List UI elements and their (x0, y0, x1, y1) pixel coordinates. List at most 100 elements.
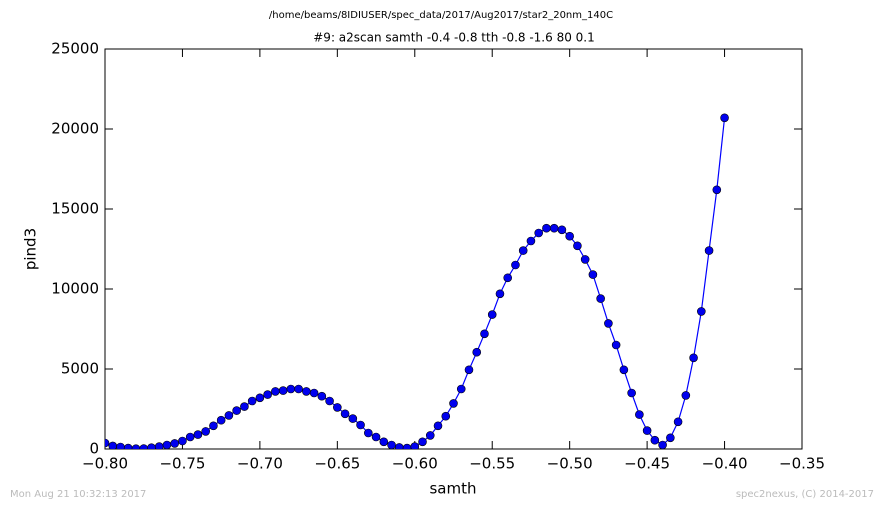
footer-right: spec2nexus, (C) 2014-2017 (736, 489, 874, 500)
data-point (518, 246, 528, 255)
data-point (565, 231, 574, 241)
data-point (604, 319, 613, 328)
data-point (147, 443, 156, 449)
data-point (379, 437, 389, 447)
data-point (511, 260, 520, 270)
data-point (348, 414, 358, 423)
data-point (364, 428, 373, 438)
data-point (178, 436, 187, 446)
data-point (464, 365, 474, 375)
data-point (557, 225, 567, 235)
data-point (425, 431, 435, 440)
data-point (278, 386, 288, 395)
data-point (294, 384, 303, 394)
data-point (418, 437, 427, 447)
data-point (271, 387, 280, 396)
data-point (247, 396, 257, 406)
data-point (472, 347, 482, 357)
data-point (123, 443, 133, 449)
data-point (642, 426, 652, 435)
footer-left: Mon Aug 21 10:32:13 2017 (10, 489, 146, 500)
data-point (232, 406, 241, 415)
y-tick-label: 20000 (51, 120, 99, 138)
y-tick-label: 0 (89, 440, 99, 458)
data-point (588, 270, 598, 279)
data-point (131, 444, 141, 449)
data-point (317, 391, 327, 401)
data-point (193, 430, 203, 439)
data-point (116, 442, 125, 449)
data-point (549, 223, 559, 233)
chart-subtitle: #9: a2scan samth -0.4 -0.8 tth -0.8 -1.6… (313, 31, 595, 45)
data-point (619, 365, 629, 375)
y-tick-label: 15000 (51, 200, 99, 218)
plot-frame (104, 48, 803, 450)
chart-title: /home/beams/8IDIUSER/spec_data/2017/Aug2… (269, 10, 613, 21)
data-point (449, 399, 458, 408)
x-axis-label: samth (429, 480, 476, 498)
data-point (185, 432, 195, 442)
data-point (340, 409, 350, 419)
data-point (286, 384, 296, 394)
x-tick-label: −0.70 (237, 455, 283, 473)
data-point (542, 223, 551, 233)
data-point (720, 113, 729, 123)
data-point (704, 246, 714, 255)
data-point (627, 388, 636, 398)
data-point (302, 387, 311, 396)
data-point (635, 410, 644, 419)
data-point (650, 435, 660, 445)
x-tick-label: −0.50 (547, 455, 593, 473)
data-point (573, 241, 582, 251)
data-point (209, 421, 218, 431)
data-point (480, 329, 489, 339)
data-point (387, 440, 396, 449)
y-tick-label: 10000 (51, 280, 99, 298)
data-point (580, 255, 590, 264)
data-point (201, 427, 210, 436)
x-tick-label: −0.45 (624, 455, 670, 473)
data-point (309, 388, 319, 398)
data-point (108, 441, 118, 449)
data-point (402, 443, 412, 449)
y-axis-label: pind3 (22, 228, 40, 270)
data-point (410, 442, 420, 449)
data-point (216, 415, 226, 425)
data-point (503, 273, 513, 283)
x-tick-label: −0.60 (392, 455, 438, 473)
data-point (333, 403, 342, 412)
data-point (681, 391, 691, 400)
data-point (325, 396, 334, 406)
data-point (495, 289, 505, 299)
data-point (371, 432, 381, 442)
data-point (240, 402, 249, 411)
data-point (105, 438, 110, 448)
x-tick-label: −0.40 (702, 455, 748, 473)
data-point (611, 340, 621, 350)
x-tick-label: −0.35 (779, 455, 825, 473)
data-point (487, 310, 497, 319)
data-point (394, 443, 404, 449)
y-tick-label: 5000 (61, 360, 99, 378)
data-point (534, 228, 543, 238)
data-point (712, 185, 722, 195)
data-point (456, 384, 466, 394)
data-point (697, 307, 706, 316)
data-point (224, 411, 234, 420)
data-point (162, 440, 172, 449)
data-line (105, 117, 726, 449)
data-point (441, 411, 451, 421)
data-point (526, 236, 536, 246)
x-tick-label: −0.80 (82, 455, 128, 473)
data-point (139, 444, 149, 449)
data-point (658, 440, 667, 449)
y-tick-label: 25000 (51, 40, 99, 58)
data-point (596, 294, 605, 303)
data-point (356, 420, 365, 430)
data-point (666, 433, 675, 443)
data-point (255, 393, 265, 403)
data-point (673, 417, 683, 427)
data-point (170, 439, 179, 448)
data-point (433, 421, 443, 431)
